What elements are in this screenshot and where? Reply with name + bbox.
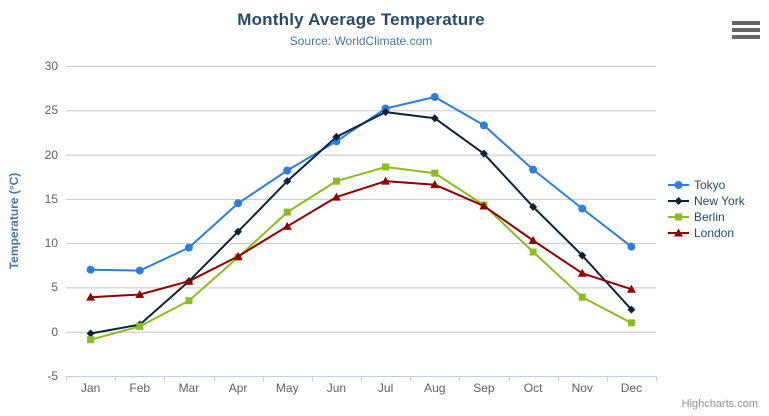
data-point-berlin[interactable] <box>332 177 340 185</box>
export-menu-button[interactable] <box>732 21 762 39</box>
data-point-tokyo[interactable] <box>184 243 193 252</box>
chart-title: Monthly Average Temperature <box>237 10 485 29</box>
data-point-tokyo[interactable] <box>627 242 636 251</box>
x-axis-label: May <box>275 381 299 395</box>
data-point-new-york[interactable] <box>479 149 488 158</box>
legend-label: Berlin <box>694 210 725 224</box>
hamburger-icon <box>732 28 760 32</box>
berlin-square-marker-icon <box>668 213 689 221</box>
data-point-tokyo[interactable] <box>135 266 144 275</box>
data-point-new-york[interactable] <box>529 202 538 211</box>
data-point-tokyo[interactable] <box>529 165 538 174</box>
data-point-tokyo[interactable] <box>283 166 292 175</box>
x-axis-label: Mar <box>178 381 200 395</box>
legend: Tokyo New York Berlin London <box>668 177 745 241</box>
london-triangle-marker-icon <box>668 228 689 237</box>
credits-link[interactable]: Highcharts.com <box>681 398 758 410</box>
data-point-london[interactable] <box>381 176 391 185</box>
x-axis-label: Nov <box>571 381 593 395</box>
legend-label: Tokyo <box>694 178 726 192</box>
legend-marker <box>674 181 683 189</box>
data-point-tokyo[interactable] <box>578 204 587 213</box>
data-point-tokyo[interactable] <box>234 199 243 208</box>
data-point-berlin[interactable] <box>283 208 291 216</box>
tokyo-circle-marker-icon <box>668 181 689 189</box>
x-axis-label: Oct <box>523 381 543 395</box>
hamburger-icon <box>732 21 760 25</box>
data-point-berlin[interactable] <box>382 163 390 171</box>
x-axis-label: Feb <box>129 381 151 395</box>
chart-subtitle: Source: WorldClimate.com <box>289 34 433 48</box>
x-axis-label: Sep <box>473 381 495 395</box>
legend-marker <box>674 228 683 237</box>
data-point-berlin[interactable] <box>136 322 144 330</box>
data-point-berlin[interactable] <box>529 248 537 256</box>
series-line-new-york[interactable] <box>89 111 633 335</box>
data-point-london[interactable] <box>626 284 636 293</box>
y-axis-label: 25 <box>44 103 58 118</box>
y-axis-label: 20 <box>44 147 58 162</box>
x-axis-label: Apr <box>228 381 248 395</box>
data-point-new-york[interactable] <box>234 227 243 236</box>
data-point-london[interactable] <box>184 276 194 285</box>
legend-marker <box>675 213 682 221</box>
data-point-berlin[interactable] <box>627 319 635 327</box>
legend-item-new-york[interactable]: New York <box>668 193 745 209</box>
data-point-london[interactable] <box>331 192 341 201</box>
data-point-new-york[interactable] <box>578 251 587 260</box>
y-axis-label: 30 <box>44 59 58 73</box>
hamburger-icon <box>732 35 760 39</box>
data-point-new-york[interactable] <box>627 305 636 314</box>
data-point-new-york[interactable] <box>430 114 439 123</box>
data-point-london[interactable] <box>233 251 243 260</box>
legend-item-berlin[interactable]: Berlin <box>668 209 745 225</box>
data-point-berlin[interactable] <box>185 297 193 305</box>
data-point-berlin[interactable] <box>431 169 439 177</box>
data-point-new-york[interactable] <box>283 177 292 186</box>
series-line-london[interactable] <box>89 180 633 299</box>
y-axis-label: 5 <box>51 280 58 295</box>
y-axis-label: 0 <box>51 324 58 339</box>
data-point-london[interactable] <box>528 235 538 244</box>
data-point-london[interactable] <box>86 292 96 301</box>
legend-marker <box>674 197 683 205</box>
legend-item-tokyo[interactable]: Tokyo <box>668 177 745 193</box>
data-point-london[interactable] <box>282 221 292 230</box>
data-point-berlin[interactable] <box>578 293 586 301</box>
data-point-new-york[interactable] <box>86 329 95 338</box>
data-point-new-york[interactable] <box>332 132 341 141</box>
legend-item-london[interactable]: London <box>668 225 745 241</box>
y-axis-label: 10 <box>44 236 58 251</box>
legend-label: London <box>694 226 735 240</box>
data-point-tokyo[interactable] <box>430 93 439 101</box>
data-point-new-york[interactable] <box>381 108 390 117</box>
x-axis-label: Jun <box>326 381 347 395</box>
data-point-tokyo[interactable] <box>86 265 95 274</box>
y-axis-label: 15 <box>44 191 58 206</box>
series-line-berlin[interactable] <box>89 166 633 341</box>
y-axis-label: -5 <box>47 369 58 383</box>
legend-label: New York <box>694 194 745 208</box>
data-point-london[interactable] <box>135 290 145 299</box>
data-point-london[interactable] <box>479 201 489 210</box>
series-line-tokyo[interactable] <box>89 96 633 272</box>
data-point-berlin[interactable] <box>87 336 95 344</box>
new-york-diamond-marker-icon <box>668 197 689 205</box>
x-axis-label: Aug <box>424 381 446 395</box>
data-point-london[interactable] <box>430 180 440 189</box>
chart-header: Monthly Average Temperature Source: Worl… <box>66 10 656 48</box>
x-axis-label: Dec <box>620 381 643 395</box>
data-point-tokyo[interactable] <box>479 121 488 130</box>
x-axis-label: Jul <box>377 381 394 395</box>
data-point-london[interactable] <box>577 268 587 277</box>
x-axis-label: Jan <box>80 381 101 395</box>
